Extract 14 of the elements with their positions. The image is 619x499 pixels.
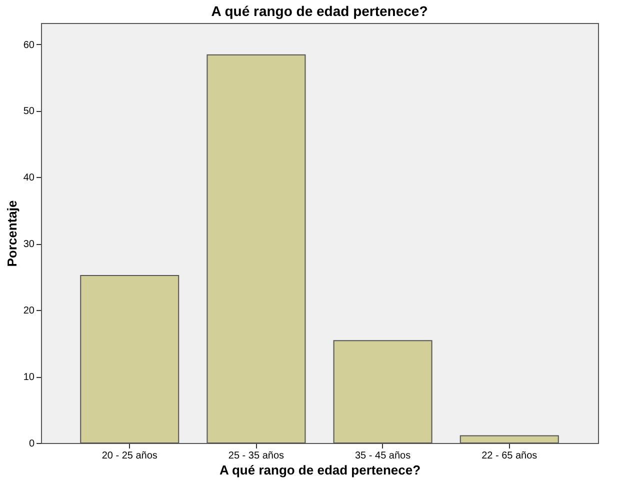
y-tick-label: 10 xyxy=(23,372,35,384)
y-tick-label: 20 xyxy=(23,306,35,317)
x-axis-title: A qué rango de edad pertenece? xyxy=(219,462,421,478)
x-tick-label: 35 - 45 años xyxy=(354,450,411,462)
y-tick-label: 60 xyxy=(23,40,35,51)
chart-title: A qué rango de edad pertenece? xyxy=(211,3,428,19)
x-tick-label: 20 - 25 años xyxy=(102,450,158,462)
y-axis-title: Porcentaje xyxy=(4,200,20,267)
x-tick-label: 22 - 65 años xyxy=(482,450,538,462)
y-tick-label: 0 xyxy=(28,438,35,450)
y-tick-label: 50 xyxy=(23,106,35,118)
y-tick-label: 40 xyxy=(23,172,35,184)
x-tick-label: 25 - 35 años xyxy=(228,450,284,462)
y-tick-label: 30 xyxy=(23,239,35,250)
